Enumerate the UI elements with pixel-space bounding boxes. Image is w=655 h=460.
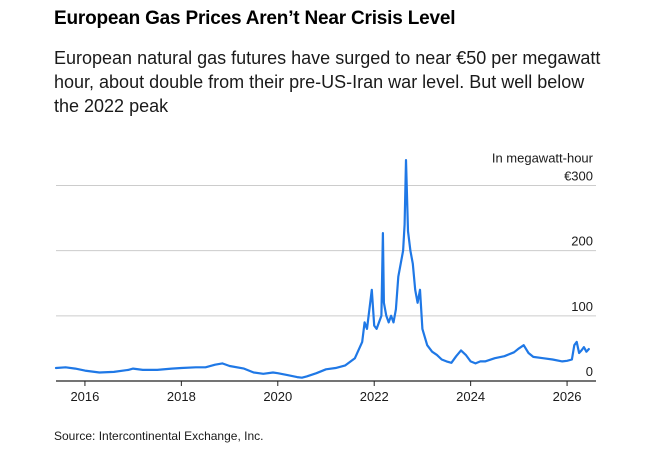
x-tick-label-2024: 2024 bbox=[456, 389, 485, 404]
y-tick-label-300: €300 bbox=[564, 169, 593, 184]
x-tick-label-2020: 2020 bbox=[263, 389, 292, 404]
series-line-0 bbox=[54, 159, 590, 379]
y-axis-ticks: 0 100 200 €300 bbox=[564, 169, 593, 380]
chart-title: European Gas Prices Aren’t Near Crisis L… bbox=[54, 8, 456, 29]
gridlines bbox=[56, 185, 596, 317]
x-axis: 2016 2018 2020 2022 2024 2026 bbox=[56, 380, 596, 404]
y-tick-label-200: 200 bbox=[571, 234, 593, 249]
y-tick-label-100: 100 bbox=[571, 299, 593, 314]
x-tick-label-2022: 2022 bbox=[360, 389, 389, 404]
chart-subtitle: European natural gas futures have surged… bbox=[54, 48, 601, 116]
chart-source: Source: Intercontinental Exchange, Inc. bbox=[54, 429, 264, 443]
series-layer bbox=[54, 159, 590, 379]
x-tick-label-2016: 2016 bbox=[70, 389, 99, 404]
y-tick-label-0: 0 bbox=[586, 364, 593, 379]
y-axis-unit-label: In megawatt-hour bbox=[492, 151, 594, 166]
x-tick-label-2018: 2018 bbox=[167, 389, 196, 404]
x-tick-label-2026: 2026 bbox=[553, 389, 582, 404]
